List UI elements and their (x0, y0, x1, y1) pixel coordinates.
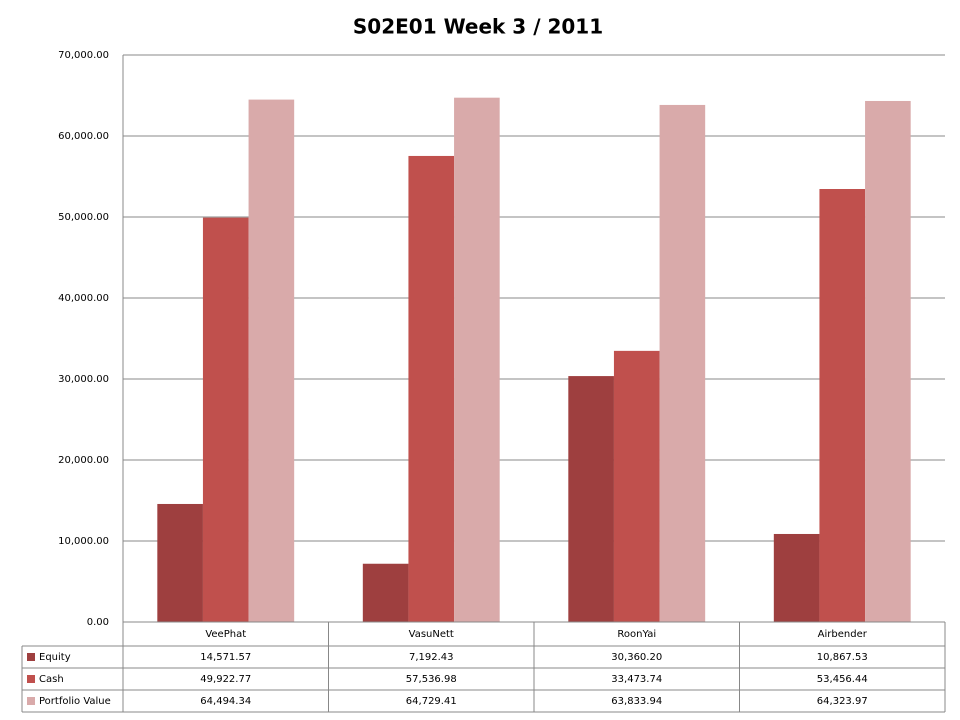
legend-swatch (27, 697, 35, 705)
x-tick-label: VasuNett (409, 629, 454, 640)
legend-swatch (27, 675, 35, 683)
bar (454, 97, 500, 623)
data-label: 33,473.74 (611, 674, 662, 685)
data-label: 64,729.41 (406, 696, 457, 707)
data-label: 64,323.97 (817, 696, 868, 707)
data-label: 7,192.43 (409, 652, 454, 663)
legend-label: Portfolio Value (39, 696, 111, 707)
bar (613, 350, 660, 622)
data-label: 57,536.98 (406, 674, 457, 685)
data-label: 14,571.57 (200, 652, 251, 663)
bar (202, 217, 249, 623)
bar (773, 533, 820, 622)
data-label: 63,833.94 (611, 696, 662, 707)
data-label: 64,494.34 (200, 696, 251, 707)
data-label: 10,867.53 (817, 652, 868, 663)
bar (568, 376, 614, 622)
legend-label: Cash (39, 674, 64, 685)
y-tick-label: 30,000.00 (58, 374, 109, 385)
bar (157, 503, 203, 622)
y-tick-label: 40,000.00 (58, 293, 109, 304)
y-tick-label: 70,000.00 (58, 50, 109, 61)
legend-label: Equity (39, 652, 71, 663)
bar (408, 155, 455, 623)
data-label: 53,456.44 (817, 674, 868, 685)
y-tick-label: 20,000.00 (58, 455, 109, 466)
bar (819, 189, 866, 622)
x-tick-label: VeePhat (205, 629, 246, 640)
y-tick-label: 0.00 (87, 617, 109, 628)
y-tick-label: 50,000.00 (58, 212, 109, 223)
data-label: 49,922.77 (200, 674, 251, 685)
bar (865, 100, 911, 623)
chart-title: S02E01 Week 3 / 2011 (353, 15, 603, 39)
bar (248, 99, 295, 623)
bar (659, 104, 706, 623)
y-tick-label: 10,000.00 (58, 536, 109, 547)
x-tick-label: RoonYai (617, 629, 656, 640)
x-tick-label: Airbender (818, 629, 868, 640)
data-label: 30,360.20 (611, 652, 662, 663)
y-tick-label: 60,000.00 (58, 131, 109, 142)
bar (362, 563, 409, 622)
legend-swatch (27, 653, 35, 661)
